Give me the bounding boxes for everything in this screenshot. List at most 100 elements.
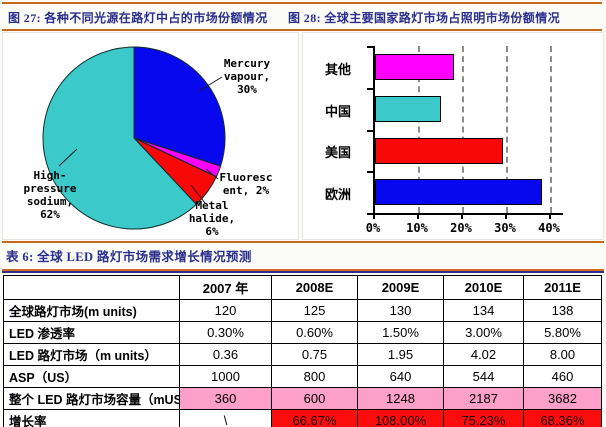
x-tick-label: 30% xyxy=(494,221,516,235)
column-header: 2009E xyxy=(357,275,444,300)
leader-line-fluorescent xyxy=(205,168,219,180)
table-cell: 544 xyxy=(443,365,524,388)
table-cell: 800 xyxy=(271,365,358,388)
category-label-欧洲: 欧洲 xyxy=(324,187,351,202)
pie-label-fluorescent: Fluoresc ent, 2% xyxy=(219,171,273,197)
bar-中国 xyxy=(375,96,441,122)
table-row: 增长率 \ 66.67% 108.00% 75.23% 68.36% xyxy=(3,409,602,427)
table-cell: 0.60% xyxy=(271,321,358,344)
table-row: ASP（US） 1000 800 640 544 460 xyxy=(3,365,602,388)
table-cell: 130 xyxy=(357,299,444,322)
table-cell: 68.36% xyxy=(523,409,602,427)
bar-chart-plot-area xyxy=(373,46,563,215)
table-cell: 120 xyxy=(179,299,272,322)
table-header-row: 2007 年 2008E 2009E 2010E 2011E xyxy=(3,275,602,300)
x-tick-label: 10% xyxy=(406,221,428,235)
table-row: 全球路灯市场(m units) 120 125 130 134 138 xyxy=(3,299,602,322)
leader-line-metal-halide xyxy=(190,184,206,204)
column-header: 2011E xyxy=(523,275,602,300)
table-cell: 0.36 xyxy=(179,343,272,366)
gridline xyxy=(462,46,464,213)
column-header: 2007 年 xyxy=(179,275,272,300)
pie-slice-high-pressure-sodium xyxy=(42,46,197,230)
row-label: 全球路灯市场(m units) xyxy=(3,299,180,322)
y-tick-mark xyxy=(367,171,373,173)
x-tick-mark xyxy=(461,215,463,219)
table-title-underline xyxy=(2,269,604,273)
row-label: ASP（US） xyxy=(3,365,180,388)
table-title: 表 6: 全球 LED 路灯市场需求增长情况预测 xyxy=(6,250,252,264)
table-section: 表 6: 全球 LED 路灯市场需求增长情况预测 2007 年 2008E 2009… xyxy=(2,241,604,427)
x-tick-mark xyxy=(373,215,375,219)
column-header-empty xyxy=(3,275,180,300)
table-row: 整个 LED 路灯市场容量（mUS） 360 600 1248 2187 3682 xyxy=(3,387,602,410)
row-label: LED 渗透率 xyxy=(3,321,180,344)
y-tick-mark xyxy=(367,130,373,132)
category-label-美国: 美国 xyxy=(324,145,351,160)
gridline xyxy=(506,46,508,213)
charts-row: Mercury vapour, 30% Fluoresc ent, 2% Met… xyxy=(0,31,606,241)
column-header: 2008E xyxy=(271,275,358,300)
row-label: 增长率 xyxy=(3,409,180,427)
table-cell: 134 xyxy=(443,299,524,322)
x-tick-mark xyxy=(505,215,507,219)
table-cell: 2187 xyxy=(443,387,524,410)
table-cell: 125 xyxy=(271,299,358,322)
y-tick-mark xyxy=(367,46,373,48)
bar-美国 xyxy=(375,138,503,164)
gridline xyxy=(418,46,420,213)
y-tick-mark xyxy=(367,88,373,90)
figure-28-title: 图 28: 全球主要国家路灯市场占照明市场份额情况 xyxy=(288,11,560,25)
table-cell: 66.67% xyxy=(271,409,358,427)
bar-欧洲 xyxy=(375,179,543,205)
pie-chart xyxy=(42,46,226,230)
leader-line-mercury xyxy=(198,76,223,92)
table-cell: 640 xyxy=(357,365,444,388)
leader-line-sodium xyxy=(58,148,78,167)
table-cell: 8.00 xyxy=(523,343,602,366)
row-label: 整个 LED 路灯市场容量（mUS） xyxy=(3,387,180,410)
table-title-band: 表 6: 全球 LED 路灯市场需求增长情况预测 xyxy=(2,241,604,269)
x-tick-label: 20% xyxy=(450,221,472,235)
table-cell: 108.00% xyxy=(357,409,444,427)
table-cell: 360 xyxy=(179,387,272,410)
table-cell: 3682 xyxy=(523,387,602,410)
pie-label-high-pressure-sodium: High- pressure sodium, 62% xyxy=(23,169,77,221)
table-cell: 1000 xyxy=(179,365,272,388)
row-label: LED 路灯市场（m units） xyxy=(3,343,180,366)
category-label-其他: 其他 xyxy=(324,62,351,77)
table-cell: \ xyxy=(179,409,272,427)
gridline xyxy=(550,46,552,213)
x-tick-label: 0% xyxy=(365,221,381,235)
table-cell: 1.50% xyxy=(357,321,444,344)
table-row: LED 渗透率 0.30% 0.60% 1.50% 3.00% 5.80% xyxy=(3,321,602,344)
table-cell: 75.23% xyxy=(443,409,524,427)
bar-其他 xyxy=(375,54,455,80)
pie-label-metal-halide: Metal halide, 6% xyxy=(188,199,236,238)
table-cell: 138 xyxy=(523,299,602,322)
led-market-forecast-table: 2007 年 2008E 2009E 2010E 2011E 全球路灯市场(m unit… xyxy=(3,275,602,427)
x-tick-mark xyxy=(417,215,419,219)
figure-header-band: 图 27: 各种不同光源在路灯中占的市场份额情况 图 28: 全球主要国家路灯市… xyxy=(2,2,602,31)
table-cell: 460 xyxy=(523,365,602,388)
pie-leader-lines xyxy=(58,76,223,204)
category-label-中国: 中国 xyxy=(324,104,351,119)
table-cell: 1248 xyxy=(357,387,444,410)
table-cell: 5.80% xyxy=(523,321,602,344)
pie-slices xyxy=(42,46,226,230)
pie-chart-panel: Mercury vapour, 30% Fluoresc ent, 2% Met… xyxy=(2,32,299,240)
table-cell: 4.02 xyxy=(443,343,524,366)
table-cell: 3.00% xyxy=(443,321,524,344)
x-tick-mark xyxy=(549,215,551,219)
x-tick-label: 40% xyxy=(538,221,560,235)
table-cell: 0.30% xyxy=(179,321,272,344)
pie-label-mercury-vapour: Mercury vapour, 30% xyxy=(223,57,271,96)
bar-chart-panel: 其他中国美国欧洲 0% 10% 20% 30% 40% xyxy=(302,32,604,240)
table-row: LED 路灯市场（m units） 0.36 0.75 1.95 4.02 8.00 xyxy=(3,343,602,366)
table-cell: 0.75 xyxy=(271,343,358,366)
figure-27-title: 图 27: 各种不同光源在路灯中占的市场份额情况 xyxy=(8,11,268,25)
table-cell: 1.95 xyxy=(357,343,444,366)
table-cell: 600 xyxy=(271,387,358,410)
y-tick-mark xyxy=(367,213,373,215)
